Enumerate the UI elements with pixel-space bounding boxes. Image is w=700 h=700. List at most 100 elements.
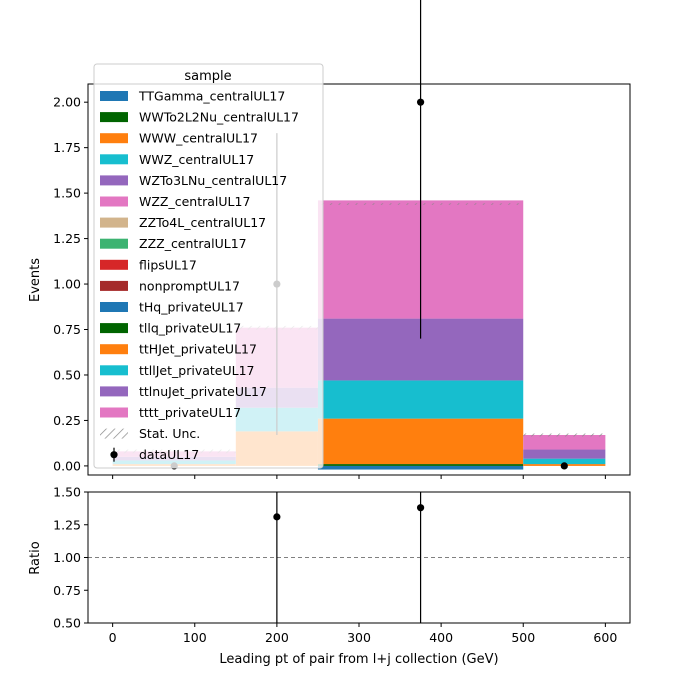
legend-swatch bbox=[100, 407, 128, 418]
data-point bbox=[560, 462, 568, 470]
legend-label: tttt_privateUL17 bbox=[139, 405, 241, 420]
legend-label: ZZZ_centralUL17 bbox=[139, 236, 247, 251]
legend-label: ZZTo4L_centralUL17 bbox=[139, 215, 266, 230]
legend-box bbox=[93, 63, 324, 469]
bar-segment bbox=[317, 465, 524, 470]
legend-item: dataUL17 bbox=[110, 447, 199, 462]
legend-swatch bbox=[100, 91, 128, 101]
x-tick-label: 600 bbox=[593, 630, 617, 645]
legend-label: flipsUL17 bbox=[139, 257, 197, 272]
y-tick-label: 2.00 bbox=[53, 95, 81, 110]
legend-item: nonpromptUL17 bbox=[100, 278, 240, 293]
legend-marker bbox=[110, 451, 118, 459]
legend-swatch bbox=[100, 386, 128, 397]
legend-label: ttlnuJet_privateUL17 bbox=[139, 384, 267, 399]
x-tick-label: 500 bbox=[511, 630, 535, 645]
legend-item: ZZZ_centralUL17 bbox=[100, 236, 247, 251]
y-tick-label: 1.75 bbox=[53, 140, 81, 155]
legend-item: WWZ_centralUL17 bbox=[100, 152, 254, 167]
bar-segment bbox=[523, 458, 606, 465]
legend-item: WZTo3LNu_centralUL17 bbox=[100, 173, 287, 188]
legend-item: TTGamma_centralUL17 bbox=[100, 89, 285, 104]
x-tick-label: 300 bbox=[347, 630, 371, 645]
legend-label: dataUL17 bbox=[139, 447, 199, 462]
legend-label: WWW_centralUL17 bbox=[139, 131, 258, 146]
legend-item: ttllJet_privateUL17 bbox=[100, 363, 255, 378]
legend-hatch-swatch bbox=[100, 428, 128, 439]
y-tick-label: 1.25 bbox=[53, 231, 81, 246]
main-x-ticks bbox=[112, 475, 606, 479]
legend-label: Stat. Unc. bbox=[139, 426, 200, 441]
y-axis-label: Events bbox=[28, 258, 43, 302]
legend-swatch bbox=[100, 154, 128, 165]
y-tick-label: 0.50 bbox=[53, 367, 81, 382]
y-tick-label: 0.00 bbox=[53, 458, 81, 473]
legend-swatch bbox=[100, 323, 128, 334]
legend-item: Stat. Unc. bbox=[100, 426, 200, 441]
y-tick-label: 0.75 bbox=[53, 583, 81, 598]
legend-label: ttHJet_privateUL17 bbox=[139, 342, 257, 357]
ratio-plot-panel: 0 100 200 300 400 500 600 0.50 0.75 1.00 1.25 1.50… bbox=[28, 485, 631, 667]
bar-segment bbox=[317, 418, 524, 465]
legend-swatch bbox=[100, 280, 128, 291]
ratio-y-ticks: 0.50 0.75 1.00 1.25 1.50 bbox=[53, 485, 88, 631]
legend-swatch bbox=[100, 238, 128, 249]
legend-swatch bbox=[100, 217, 128, 228]
legend-label: ttllJet_privateUL17 bbox=[139, 363, 255, 378]
legend-label: WZTo3LNu_centralUL17 bbox=[139, 173, 287, 188]
legend-label: tHq_privateUL17 bbox=[139, 300, 244, 315]
y-tick-label: 1.50 bbox=[53, 186, 81, 201]
y-tick-label: 1.25 bbox=[53, 517, 81, 532]
legend-item: ttHJet_privateUL17 bbox=[100, 342, 257, 357]
ratio-point bbox=[273, 513, 281, 521]
legend-item: WWW_centralUL17 bbox=[100, 131, 258, 146]
ratio-point bbox=[416, 504, 425, 512]
legend-swatch bbox=[100, 344, 128, 355]
legend-label: tllq_privateUL17 bbox=[139, 321, 241, 336]
x-tick-label: 100 bbox=[183, 630, 207, 645]
legend-item: tllq_privateUL17 bbox=[100, 321, 241, 336]
x-tick-label: 0 bbox=[109, 630, 117, 645]
legend: sample TTGamma_centralUL17 WWTo2L2Nu_cent… bbox=[93, 63, 324, 469]
legend-label: nonpromptUL17 bbox=[139, 278, 240, 293]
legend-swatch bbox=[100, 175, 128, 186]
ratio-plot-frame bbox=[87, 491, 631, 624]
legend-label: TTGamma_centralUL17 bbox=[138, 89, 285, 104]
ratio-y-axis-label: Ratio bbox=[28, 541, 43, 574]
main-y-ticks: 0.00 0.25 0.50 0.75 1.00 1.25 1.50 1.75 2.00 bbox=[53, 95, 88, 473]
ratio-x-ticks: 0 100 200 300 400 500 600 bbox=[109, 623, 617, 645]
legend-item: tHq_privateUL17 bbox=[100, 300, 244, 315]
data-point bbox=[416, 98, 425, 106]
y-tick-label: 0.75 bbox=[53, 322, 81, 337]
legend-item: WZZ_centralUL17 bbox=[100, 194, 250, 209]
y-tick-label: 0.25 bbox=[53, 413, 81, 428]
legend-item: ZZTo4L_centralUL17 bbox=[100, 215, 266, 230]
legend-swatch bbox=[100, 112, 128, 123]
x-tick-label: 200 bbox=[265, 630, 289, 645]
bar-segment bbox=[317, 380, 524, 419]
bar-segment bbox=[523, 434, 606, 450]
x-axis-label: Leading pt of pair from l+j collection (… bbox=[219, 652, 498, 667]
legend-label: WWTo2L2Nu_centralUL17 bbox=[139, 110, 299, 125]
legend-item: tttt_privateUL17 bbox=[100, 405, 241, 420]
legend-swatch bbox=[100, 365, 128, 376]
legend-items: TTGamma_centralUL17 WWTo2L2Nu_centralUL17… bbox=[100, 89, 299, 462]
legend-item: WWTo2L2Nu_centralUL17 bbox=[100, 110, 299, 125]
legend-swatch bbox=[100, 302, 128, 312]
y-tick-label: 1.50 bbox=[53, 485, 81, 500]
legend-item: flipsUL17 bbox=[100, 257, 197, 272]
legend-label: WZZ_centralUL17 bbox=[139, 194, 250, 209]
legend-item: ttlnuJet_privateUL17 bbox=[100, 384, 267, 399]
legend-swatch bbox=[100, 259, 128, 270]
legend-title: sample bbox=[184, 69, 231, 84]
y-tick-label: 1.00 bbox=[53, 550, 81, 565]
bar-segment bbox=[523, 449, 606, 459]
ratio-points bbox=[273, 492, 425, 623]
x-tick-label: 400 bbox=[429, 630, 453, 645]
bar-segment bbox=[317, 464, 524, 466]
legend-swatch bbox=[100, 133, 128, 144]
y-tick-label: 1.00 bbox=[53, 277, 81, 292]
y-tick-label: 0.50 bbox=[53, 616, 81, 631]
stat-unc-band bbox=[523, 433, 606, 437]
